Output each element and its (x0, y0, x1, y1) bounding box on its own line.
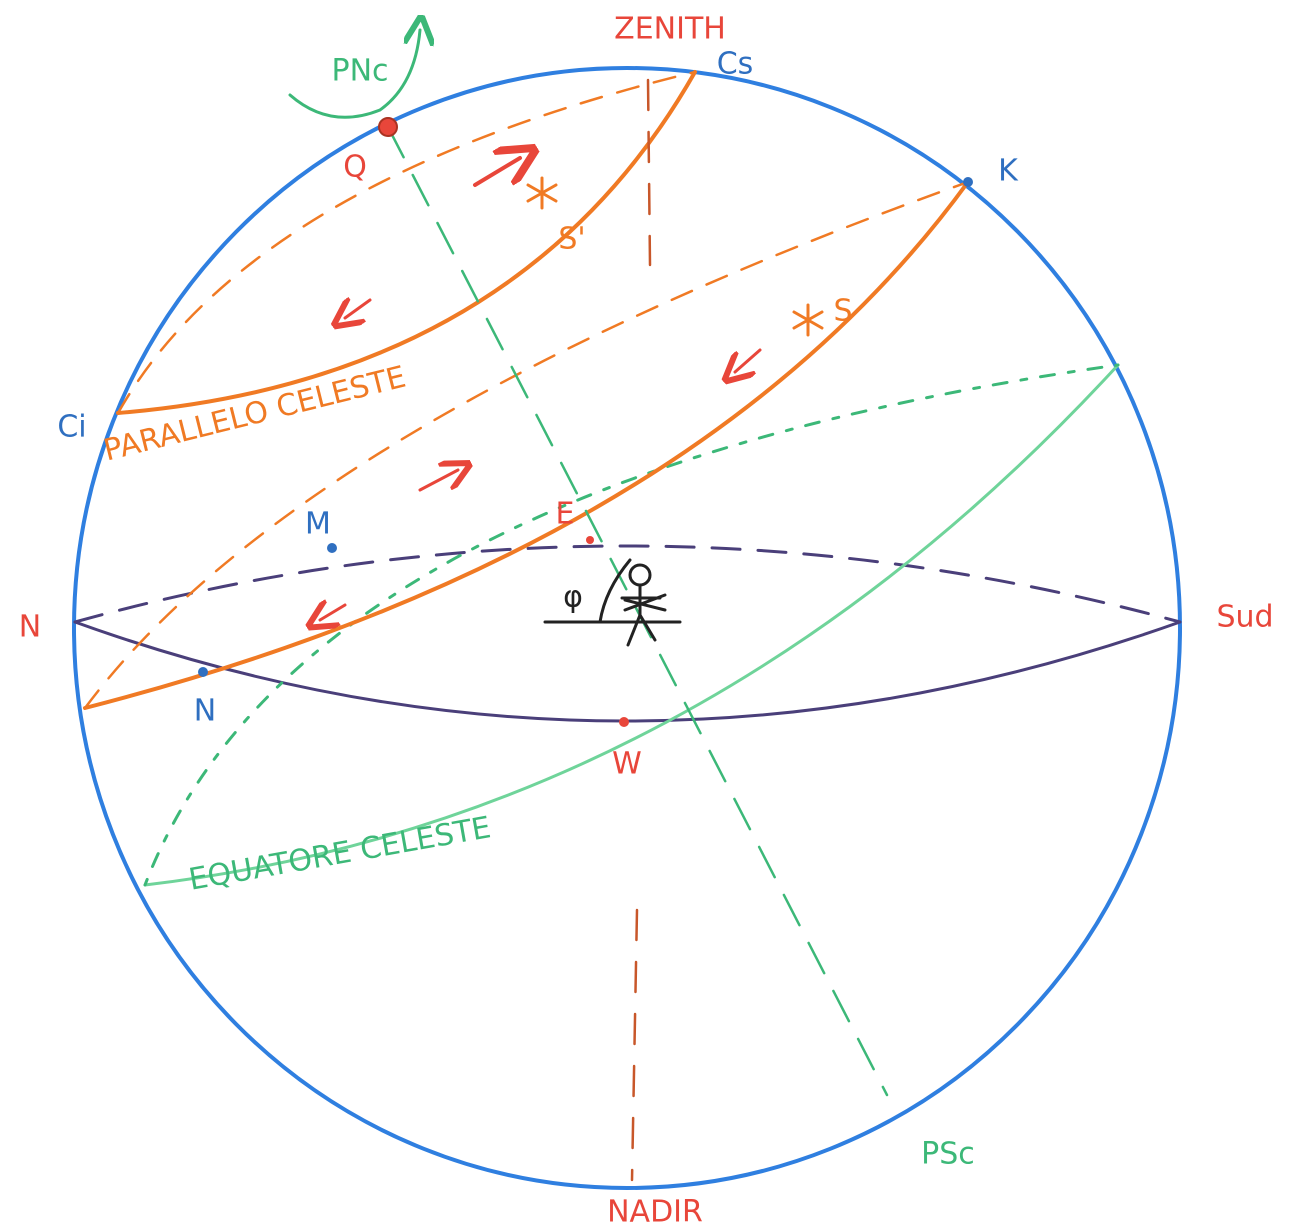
node-label: PNc (331, 54, 388, 89)
node-label: Q (343, 150, 367, 185)
arrow (418, 470, 458, 492)
star (526, 176, 558, 210)
node-label: N (19, 610, 41, 645)
node-label: NADIR (607, 1195, 703, 1230)
polar-axis (386, 125, 889, 1097)
point (378, 117, 398, 137)
parallel-celeste-back (116, 70, 697, 415)
drawing (72, 30, 1182, 1190)
parallel-back (83, 180, 970, 710)
observer (543, 558, 682, 647)
parallel-celeste-front (116, 70, 697, 415)
node-label: S (833, 294, 852, 329)
node-label: ZENITH (614, 12, 726, 47)
nadir-line (630, 908, 639, 1182)
node-label: φ (563, 580, 583, 615)
parallel-front (83, 180, 970, 710)
node-label: M (305, 507, 331, 542)
equator-back (143, 363, 1120, 887)
node-label: EQUATORE CELESTE (186, 810, 493, 898)
node-label: N (194, 694, 216, 729)
node-label: PSc (921, 1137, 975, 1172)
node-label: Ci (57, 410, 86, 445)
point (619, 717, 629, 727)
point (586, 536, 594, 544)
node-label: PARALLELO CELESTE (100, 360, 409, 469)
horizon-front (73, 620, 1182, 723)
zenith-line (646, 78, 652, 267)
horizon-back (73, 544, 1182, 624)
arrow (345, 300, 372, 318)
node-label: K (998, 154, 1019, 189)
point (327, 543, 337, 553)
arrow (735, 348, 762, 372)
node-label: E (556, 497, 575, 532)
node-label: S' (558, 222, 585, 257)
point (963, 177, 973, 187)
arrow (320, 605, 347, 620)
arrow (473, 158, 520, 187)
point (198, 667, 208, 677)
node-label: Sud (1216, 600, 1273, 635)
sphere (72, 66, 1182, 1190)
rotation-arrow (288, 30, 420, 119)
equator-front (143, 363, 1120, 887)
node-label: Cs (717, 47, 754, 82)
node-label: W (612, 747, 642, 782)
star (792, 303, 824, 337)
